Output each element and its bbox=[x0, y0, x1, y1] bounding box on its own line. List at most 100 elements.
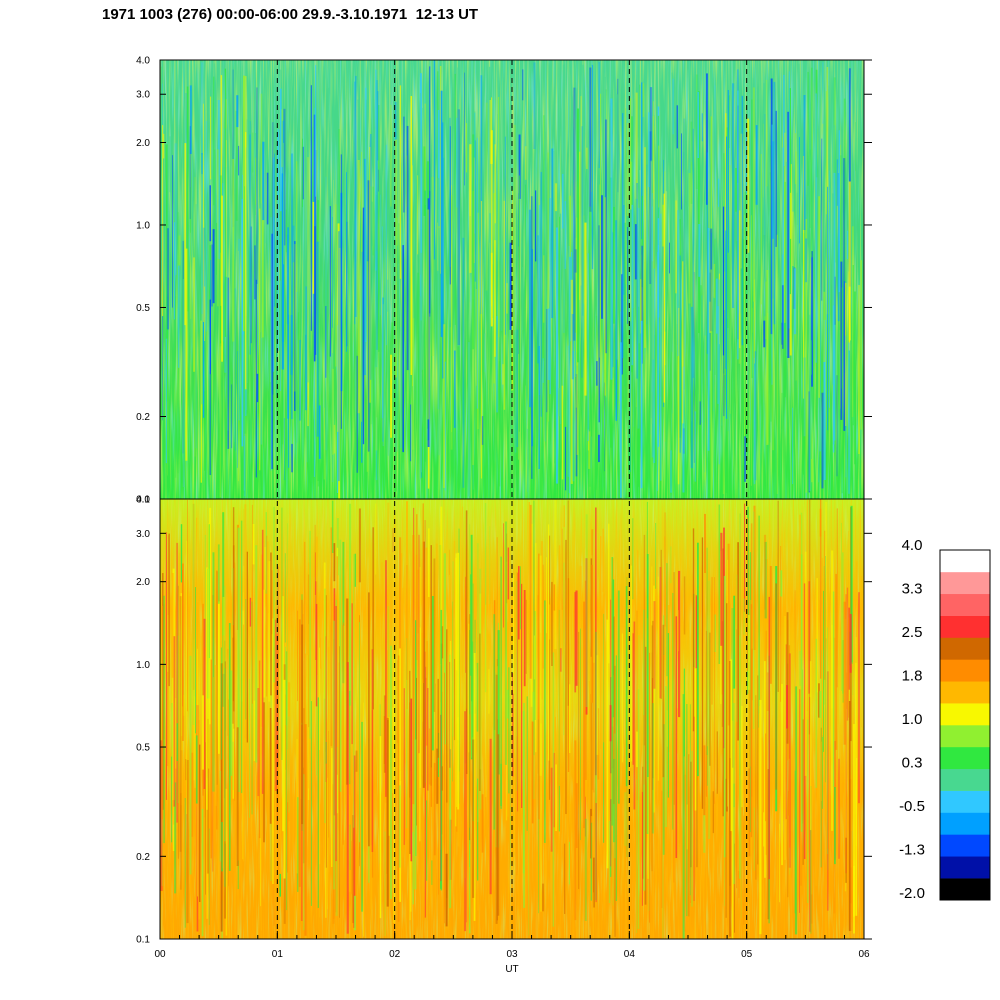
colorbar-band bbox=[940, 812, 990, 835]
upper-streak bbox=[194, 177, 196, 457]
upper-streak bbox=[254, 245, 256, 300]
upper-streak bbox=[551, 148, 554, 319]
upper-streak bbox=[502, 364, 504, 385]
x-tick-label: 06 bbox=[858, 949, 870, 960]
upper-streak bbox=[803, 357, 806, 437]
upper-streak bbox=[625, 108, 627, 285]
upper-streak bbox=[805, 219, 808, 493]
lower-streak bbox=[526, 696, 528, 831]
lower-streak bbox=[186, 760, 189, 924]
lower-streak bbox=[303, 660, 304, 768]
y-tick-label: 4.0 bbox=[136, 495, 150, 506]
y-tick-label: 1.0 bbox=[136, 220, 150, 231]
lower-streak bbox=[534, 611, 536, 720]
upper-streak bbox=[830, 187, 832, 300]
upper-streak bbox=[653, 126, 655, 336]
lower-streak bbox=[489, 526, 491, 604]
upper-streak bbox=[701, 113, 703, 142]
upper-streak bbox=[338, 231, 340, 482]
upper-streak bbox=[214, 149, 216, 380]
upper-streak bbox=[841, 287, 843, 389]
upper-streak bbox=[763, 83, 766, 236]
upper-streak bbox=[640, 320, 643, 489]
lower-streak bbox=[221, 822, 223, 872]
upper-streak bbox=[698, 91, 700, 334]
x-tick-label: 02 bbox=[389, 949, 401, 960]
lower-streak bbox=[295, 827, 296, 932]
lower-streak bbox=[298, 619, 301, 887]
lower-streak bbox=[204, 534, 206, 648]
lower-streak bbox=[544, 600, 546, 843]
lower-streak bbox=[850, 774, 853, 868]
lower-streak bbox=[504, 521, 507, 765]
lower-streak bbox=[593, 857, 595, 908]
lower-streak bbox=[646, 531, 647, 761]
lower-streak bbox=[641, 792, 643, 906]
lower-streak bbox=[633, 621, 636, 810]
upper-streak bbox=[234, 288, 236, 451]
upper-streak bbox=[829, 170, 830, 408]
lower-streak bbox=[690, 761, 692, 868]
lower-streak bbox=[764, 609, 766, 878]
lower-streak bbox=[327, 646, 330, 873]
upper-streak bbox=[391, 322, 393, 374]
upper-streak bbox=[771, 124, 773, 385]
upper-streak bbox=[506, 283, 508, 314]
upper-streak bbox=[561, 385, 564, 480]
lower-streak bbox=[359, 622, 360, 843]
upper-streak bbox=[270, 217, 272, 471]
upper-streak bbox=[454, 350, 456, 428]
lower-streak bbox=[548, 524, 550, 761]
lower-streak bbox=[853, 724, 855, 934]
upper-streak bbox=[598, 225, 600, 423]
lower-streak bbox=[551, 581, 553, 666]
lower-streak bbox=[563, 562, 565, 736]
upper-streak bbox=[494, 240, 496, 357]
upper-streak bbox=[819, 229, 821, 452]
lower-streak bbox=[528, 502, 530, 634]
upper-streak bbox=[165, 144, 168, 339]
colorbar-label: 3.3 bbox=[902, 581, 923, 598]
lower-streak bbox=[427, 688, 429, 791]
upper-streak bbox=[821, 138, 823, 301]
lower-streak bbox=[288, 716, 290, 813]
lower-streak bbox=[199, 744, 201, 902]
lower-streak bbox=[401, 647, 404, 786]
lower-streak bbox=[729, 758, 731, 886]
lower-streak bbox=[632, 518, 634, 600]
upper-streak bbox=[624, 222, 626, 387]
lower-streak bbox=[309, 530, 311, 739]
lower-streak bbox=[392, 552, 394, 793]
lower-streak bbox=[484, 503, 487, 693]
lower-streak bbox=[748, 615, 750, 769]
lower-streak bbox=[281, 507, 283, 760]
lower-streak bbox=[701, 537, 704, 809]
lower-streak bbox=[516, 571, 518, 782]
lower-streak bbox=[288, 682, 291, 710]
upper-streak bbox=[587, 253, 589, 442]
upper-streak bbox=[555, 227, 558, 484]
upper-streak bbox=[753, 87, 755, 302]
lower-streak bbox=[416, 677, 417, 826]
upper-streak bbox=[503, 200, 506, 410]
lower-streak bbox=[270, 552, 272, 696]
y-tick-label: 1.0 bbox=[136, 660, 150, 671]
lower-streak bbox=[513, 574, 515, 694]
upper-streak bbox=[845, 335, 847, 478]
upper-streak bbox=[433, 60, 436, 260]
lower-streak bbox=[744, 503, 746, 612]
upper-streak bbox=[318, 405, 321, 459]
upper-streak bbox=[683, 122, 685, 153]
upper-streak bbox=[259, 208, 261, 471]
upper-streak bbox=[456, 117, 458, 208]
lower-streak bbox=[220, 663, 223, 932]
lower-streak bbox=[787, 645, 791, 759]
lower-streak bbox=[446, 802, 448, 854]
colorbar-band bbox=[940, 550, 990, 573]
lower-streak bbox=[297, 610, 298, 702]
lower-streak bbox=[379, 736, 382, 919]
lower-streak bbox=[800, 554, 803, 832]
lower-streak bbox=[596, 655, 599, 755]
lower-streak bbox=[325, 636, 327, 782]
upper-streak bbox=[314, 107, 316, 227]
